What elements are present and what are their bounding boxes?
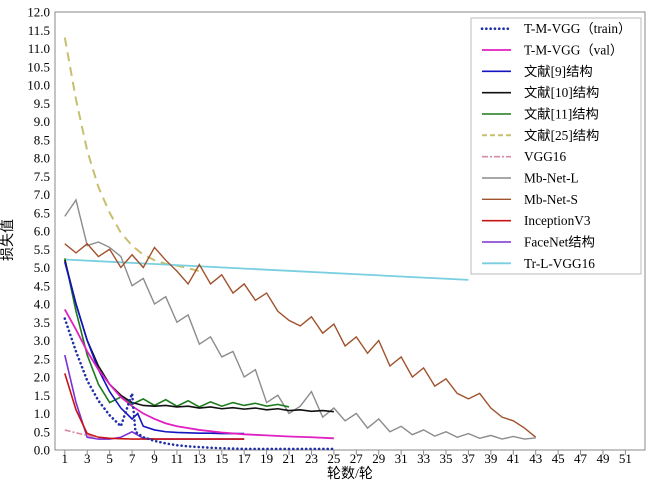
- svg-text:3.0: 3.0: [34, 333, 50, 348]
- svg-text:2.0: 2.0: [34, 370, 50, 385]
- svg-text:0.5: 0.5: [34, 424, 50, 439]
- svg-text:1.0: 1.0: [34, 406, 50, 421]
- svg-text:12.0: 12.0: [27, 5, 50, 20]
- svg-text:8.5: 8.5: [34, 132, 50, 147]
- svg-text:11.5: 11.5: [28, 23, 50, 38]
- svg-text:InceptionV3: InceptionV3: [524, 213, 591, 228]
- svg-text:9.0: 9.0: [34, 114, 50, 129]
- svg-text:6.0: 6.0: [34, 224, 50, 239]
- svg-text:文献[10]结构: 文献[10]结构: [524, 85, 599, 100]
- svg-text:Tr-L-VGG16: Tr-L-VGG16: [524, 256, 595, 271]
- svg-text:7.0: 7.0: [34, 187, 50, 202]
- svg-text:11.0: 11.0: [28, 41, 50, 56]
- svg-text:T-M-VGG（val）: T-M-VGG（val）: [524, 43, 623, 58]
- svg-text:10.5: 10.5: [27, 59, 50, 74]
- svg-text:0.0: 0.0: [34, 443, 50, 458]
- svg-text:3.5: 3.5: [34, 315, 50, 330]
- svg-text:7.5: 7.5: [34, 169, 50, 184]
- svg-text:Mb-Net-S: Mb-Net-S: [524, 192, 578, 207]
- svg-text:4.0: 4.0: [34, 297, 50, 312]
- svg-text:5.5: 5.5: [34, 242, 50, 257]
- svg-text:1.5: 1.5: [34, 388, 50, 403]
- svg-text:6.5: 6.5: [34, 205, 50, 220]
- svg-text:10.0: 10.0: [27, 78, 50, 93]
- svg-text:文献[11]结构: 文献[11]结构: [524, 107, 599, 122]
- svg-text:8.0: 8.0: [34, 151, 50, 166]
- svg-text:5.0: 5.0: [34, 260, 50, 275]
- svg-text:VGG16: VGG16: [524, 149, 566, 164]
- svg-text:T-M-VGG（train）: T-M-VGG（train）: [524, 21, 631, 36]
- svg-text:文献[25]结构: 文献[25]结构: [524, 128, 599, 143]
- svg-text:2.5: 2.5: [34, 351, 50, 366]
- svg-text:Mb-Net-L: Mb-Net-L: [524, 171, 579, 186]
- svg-text:轮数/轮: 轮数/轮: [327, 466, 373, 482]
- svg-text:损失值: 损失值: [0, 219, 16, 261]
- svg-text:9.5: 9.5: [34, 96, 50, 111]
- svg-text:4.5: 4.5: [34, 278, 50, 293]
- svg-text:文献[9]结构: 文献[9]结构: [524, 64, 593, 79]
- svg-text:FaceNet结构: FaceNet结构: [524, 235, 595, 250]
